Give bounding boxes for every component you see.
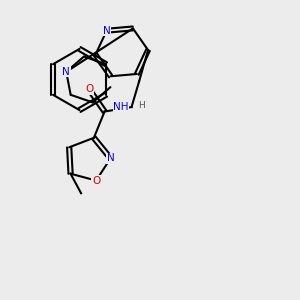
Text: N: N xyxy=(106,153,114,164)
Text: N: N xyxy=(62,67,70,77)
Text: O: O xyxy=(85,84,94,94)
Text: O: O xyxy=(92,176,100,186)
Text: H: H xyxy=(138,101,145,110)
Text: N: N xyxy=(103,26,110,36)
Text: NH: NH xyxy=(113,102,128,112)
